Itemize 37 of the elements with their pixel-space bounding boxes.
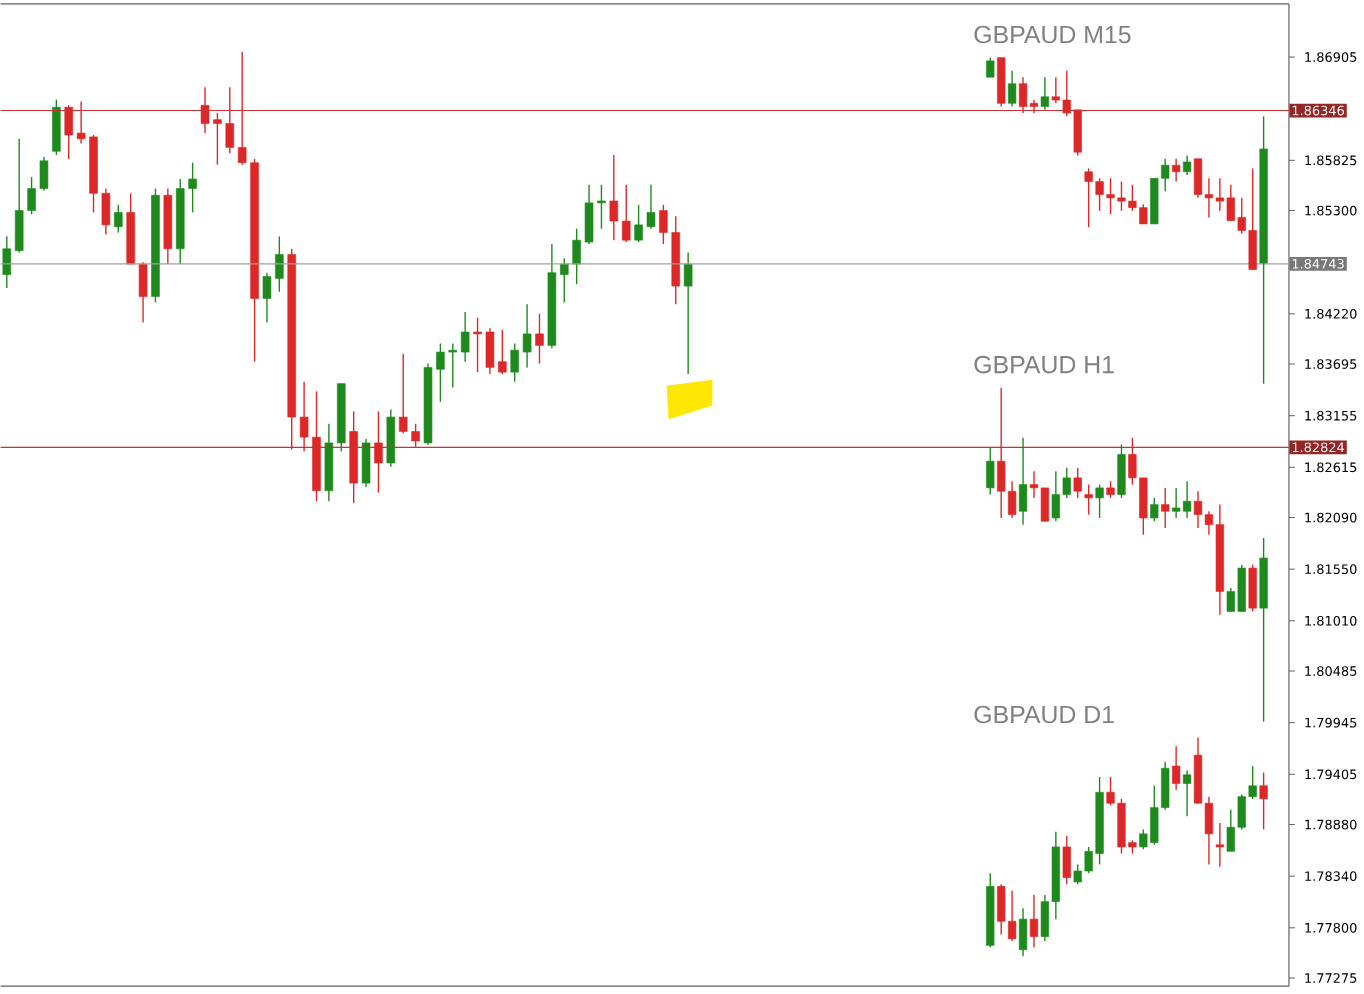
candlestick [52,98,61,156]
candlestick [1040,76,1050,111]
candlestick [1259,771,1268,831]
candlestick [1172,745,1181,791]
candlestick [986,447,995,496]
candlestick [460,311,470,363]
candlestick [2,235,12,289]
candlestick [1117,443,1126,499]
candlestick [1150,497,1159,522]
candlestick [1172,157,1181,183]
candlestick [1161,487,1170,529]
candlestick [1018,907,1028,957]
candlestick [114,204,123,234]
candlestick [986,56,995,78]
candlestick [1182,769,1192,818]
candlestick [1182,154,1192,176]
candlestick [997,56,1006,108]
chart-title: GBPAUD M15 [974,25,1131,44]
chart-title: GBPAUD H1 [974,355,1114,374]
candlestick [1215,822,1224,868]
candlestick [1029,894,1039,949]
candlestick [609,154,619,241]
candlestick [64,104,73,160]
candlestick [621,183,631,243]
candlestick [361,438,371,488]
candlestick [1062,835,1071,885]
chart-title: GBPAUD D1 [974,705,1114,724]
candlestick [1007,69,1017,108]
candlestick [1073,467,1082,499]
candlestick [535,313,544,365]
candlestick [683,251,693,375]
candlestick [1095,483,1104,519]
candlestick [1018,437,1028,526]
candlestick [1084,483,1093,516]
candlestick [374,410,383,494]
candlestick [386,408,396,468]
candlestick [1248,563,1257,613]
